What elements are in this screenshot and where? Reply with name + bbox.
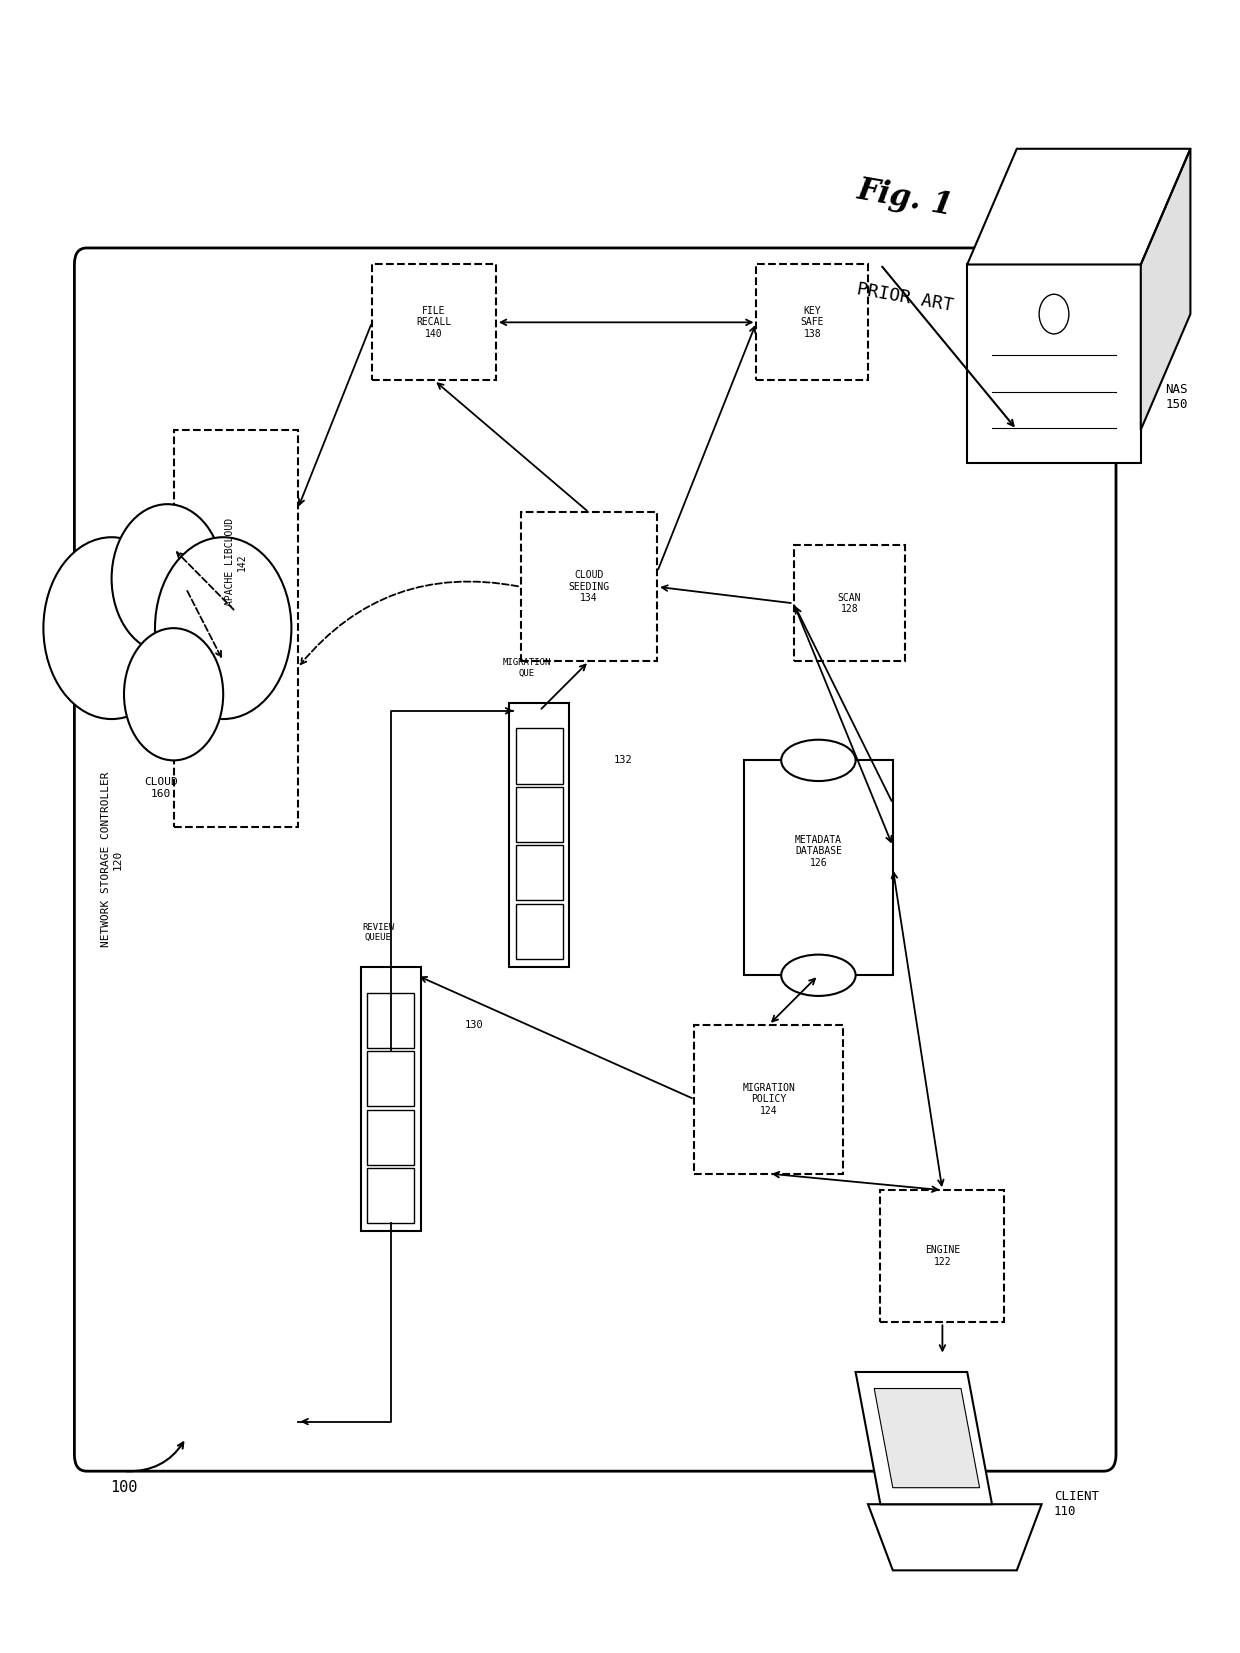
Bar — [361, 967, 420, 1231]
Text: METADATA
DATABASE
126: METADATA DATABASE 126 — [795, 835, 842, 868]
FancyBboxPatch shape — [74, 248, 1116, 1471]
Text: REVIEW
QUEUE: REVIEW QUEUE — [362, 922, 394, 942]
Circle shape — [1039, 294, 1069, 334]
Bar — [367, 1169, 414, 1223]
Text: CLIENT
110: CLIENT 110 — [1054, 1491, 1099, 1517]
Ellipse shape — [781, 741, 856, 782]
Bar — [367, 1109, 414, 1165]
Bar — [516, 904, 563, 959]
Circle shape — [124, 628, 223, 760]
Polygon shape — [874, 1389, 980, 1488]
Bar — [756, 264, 868, 380]
Bar — [794, 545, 905, 661]
Polygon shape — [868, 1504, 1042, 1570]
Bar — [880, 1190, 1004, 1322]
Bar — [516, 787, 563, 841]
Bar — [367, 993, 414, 1048]
Text: 100: 100 — [110, 1479, 138, 1496]
Bar — [516, 729, 563, 784]
Ellipse shape — [781, 955, 856, 995]
Bar — [367, 1051, 414, 1106]
Polygon shape — [856, 1372, 992, 1504]
Text: MIGRATION
POLICY
124: MIGRATION POLICY 124 — [743, 1083, 795, 1116]
Circle shape — [112, 504, 223, 653]
Bar — [521, 512, 657, 661]
Bar — [510, 703, 569, 967]
Bar — [372, 264, 496, 380]
Text: SCAN
128: SCAN 128 — [838, 592, 861, 615]
Text: 132: 132 — [614, 755, 632, 765]
Text: FILE
RECALL
140: FILE RECALL 140 — [417, 306, 451, 339]
Text: ENGINE
122: ENGINE 122 — [925, 1245, 960, 1268]
Text: PRIOR ART: PRIOR ART — [856, 279, 955, 316]
Polygon shape — [1141, 149, 1190, 430]
Text: 130: 130 — [465, 1020, 484, 1030]
Bar — [694, 1025, 843, 1174]
Circle shape — [43, 537, 180, 719]
Text: CLOUD
SEEDING
134: CLOUD SEEDING 134 — [568, 570, 610, 603]
Bar — [174, 430, 298, 826]
Bar — [744, 760, 893, 975]
Bar — [967, 264, 1141, 463]
Polygon shape — [967, 149, 1190, 264]
Text: NETWORK STORAGE CONTROLLER
120: NETWORK STORAGE CONTROLLER 120 — [100, 772, 123, 947]
Text: APACHE LIBCLOUD
142: APACHE LIBCLOUD 142 — [224, 517, 247, 607]
Bar — [516, 845, 563, 901]
Text: Fig. 1: Fig. 1 — [854, 175, 956, 222]
Text: KEY
SAFE
138: KEY SAFE 138 — [801, 306, 823, 339]
Circle shape — [155, 537, 291, 719]
Text: NAS
150: NAS 150 — [1166, 383, 1188, 410]
Text: MIGRATION
QUE: MIGRATION QUE — [502, 658, 552, 678]
Text: CLOUD
160: CLOUD 160 — [144, 777, 179, 798]
